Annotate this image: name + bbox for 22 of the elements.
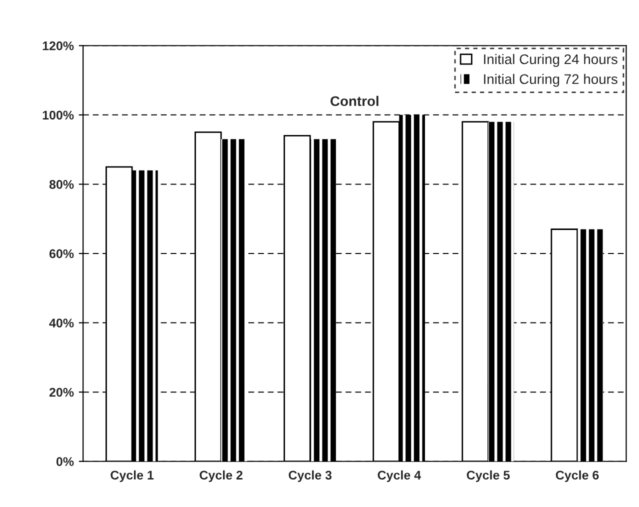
bar: [488, 122, 514, 462]
legend-label: Initial Curing 24 hours: [484, 54, 618, 67]
text: Control: [330, 96, 378, 106]
y-tick-label: 60%: [49, 249, 74, 258]
legend-label: Initial Curing 72 hours: [484, 74, 618, 87]
bar: [132, 170, 158, 462]
x-tick-label: Cycle 6: [556, 470, 599, 482]
y-tick-label: 120%: [42, 41, 74, 50]
bar: [399, 114, 425, 462]
y-tick-label: 0%: [56, 457, 74, 466]
y-tick-label: 100%: [42, 110, 74, 120]
y-tick-label: 80%: [49, 180, 74, 189]
x-tick-label: Cycle 4: [378, 470, 421, 482]
x-tick-label: Cycle 1: [110, 470, 154, 482]
x-tick-label: Cycle 3: [288, 470, 332, 482]
x-tick-label: Cycle 5: [466, 470, 510, 482]
y-tick-label: 20%: [49, 388, 74, 397]
bar: [221, 139, 247, 462]
y-tick-label: 40%: [49, 318, 74, 328]
x-tick-label: Cycle 2: [200, 470, 242, 482]
bar: [577, 229, 604, 462]
bar: [310, 139, 336, 462]
